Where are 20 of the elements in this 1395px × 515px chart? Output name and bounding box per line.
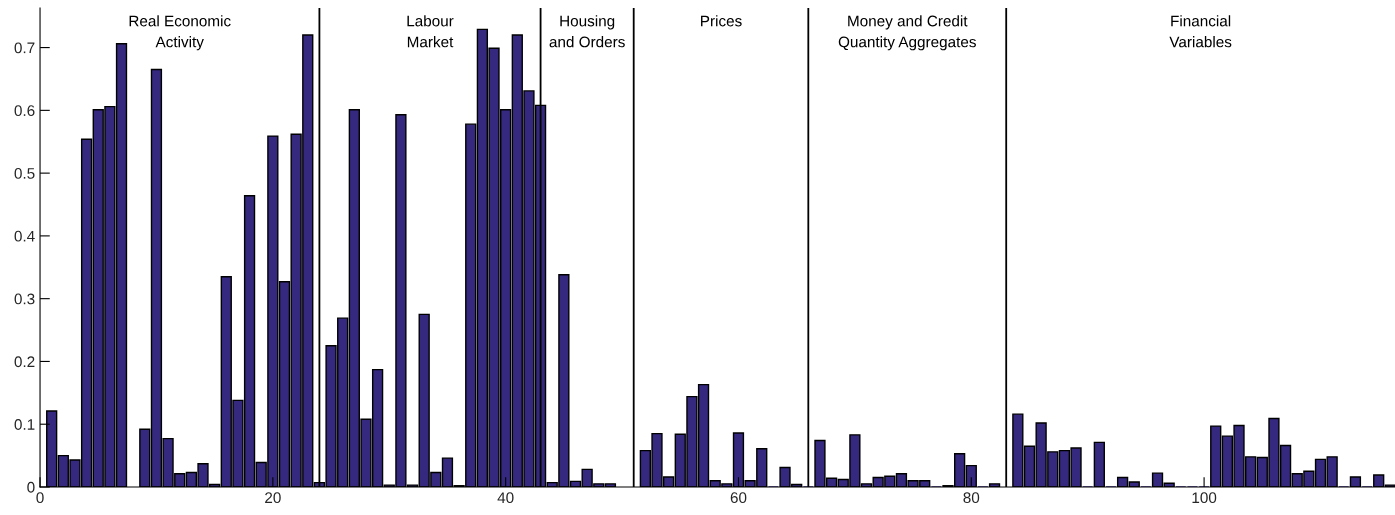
- y-tick-label: 0.6: [14, 105, 35, 117]
- x-tick-label: 100: [1192, 492, 1217, 504]
- x-tick-label: 0: [36, 492, 44, 504]
- y-tick-label: 0.1: [14, 419, 35, 430]
- annotation: Real Economic Activity: [129, 15, 231, 51]
- y-tick-label: 0.4: [14, 230, 35, 242]
- annotation: Money and Credit Quantity Aggregates: [838, 15, 976, 51]
- x-tick-label: 80: [963, 492, 980, 504]
- y-tick-label: 0.2: [14, 356, 35, 368]
- annotation: Housing and Orders: [549, 15, 625, 48]
- y-tick-label: 0.7: [14, 42, 35, 54]
- annotation: Financial Variables: [1169, 15, 1232, 48]
- x-tick-label: 40: [497, 492, 514, 504]
- y-tick-label: 0.3: [14, 293, 35, 305]
- annotation: Labour Market: [407, 15, 454, 48]
- y-tick-label: 0.5: [14, 167, 35, 179]
- x-tick-label: 60: [730, 492, 747, 504]
- x-tick-label: 20: [265, 492, 281, 504]
- annotation: Prices: [701, 15, 742, 27]
- y-tick-label: 0: [27, 481, 35, 493]
